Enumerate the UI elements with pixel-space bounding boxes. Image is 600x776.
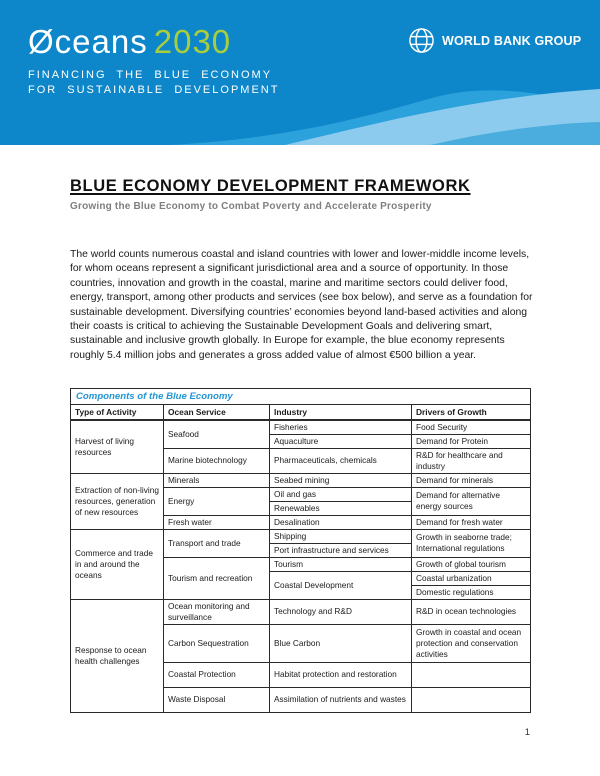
column-header-industry: Industry <box>269 404 412 421</box>
industry-cell: Habitat protection and restoration <box>269 661 412 688</box>
service-cell: Energy <box>163 486 270 516</box>
table-title: Components of the Blue Economy <box>69 388 532 406</box>
industry-cell: Port infrastructure and services <box>269 542 412 558</box>
table-row: Coastal Protection Habitat protection an… <box>71 661 532 688</box>
service-cell: Minerals <box>163 472 270 488</box>
driver-cell: Coastal urbanization <box>410 570 532 586</box>
industry-cell: Shipping <box>269 528 412 544</box>
globe-icon <box>409 28 434 53</box>
table-row: Waste Disposal Assimilation of nutrients… <box>71 686 532 713</box>
logo-word: Øceans <box>28 23 148 60</box>
oceans-2030-logo: Øceans 2030 FINANCING THE BLUE ECONOMY FO… <box>28 24 279 98</box>
body-paragraph: The world counts numerous coastal and is… <box>70 249 533 361</box>
service-cell: Ocean monitoring and surveillance <box>163 598 270 625</box>
table-title-row: Components of the Blue Economy <box>69 388 532 406</box>
blue-economy-table: Components of the Blue Economy Type of A… <box>69 388 532 713</box>
service-cell: Carbon Sequestration <box>163 623 270 663</box>
activity-cell: Extraction of non-living resources, gene… <box>70 472 164 530</box>
column-header-drivers-of-growth: Drivers of Growth <box>410 404 532 421</box>
driver-cell: Domestic regulations <box>410 584 532 600</box>
service-cell: Marine biotechnology <box>163 447 270 474</box>
world-bank-logo: WORLD BANK GROUP <box>408 27 581 54</box>
activity-cell: Commerce and trade in and around the oce… <box>70 528 164 600</box>
wave-graphic <box>170 89 600 145</box>
banner: Øceans 2030 FINANCING THE BLUE ECONOMY FO… <box>0 0 600 145</box>
industry-cell: Coastal Development <box>269 570 412 600</box>
industry-cell: Pharmaceuticals, chemicals <box>269 447 412 474</box>
logo-year: 2030 <box>153 23 232 60</box>
page-subtitle: Growing the Blue Economy to Combat Pover… <box>70 201 432 212</box>
industry-cell: Fisheries <box>269 419 412 435</box>
driver-cell: Growth of global tourism <box>410 556 532 572</box>
table-header-row: Type of Activity Ocean Service Industry … <box>70 404 532 421</box>
driver-cell: Food Security <box>410 419 532 435</box>
industry-cell: Technology and R&D <box>269 598 412 625</box>
page-number: 1 <box>524 726 530 738</box>
driver-cell <box>410 661 532 688</box>
table-row: Tourism and recreation Tourism Growth of… <box>71 556 532 600</box>
table-row: Extraction of non-living resources, gene… <box>70 472 532 530</box>
service-cell: Waste Disposal <box>163 686 270 713</box>
industry-cell: Aquaculture <box>269 433 412 449</box>
world-bank-label: WORLD BANK GROUP <box>442 33 582 48</box>
table-row: Commerce and trade in and around the oce… <box>70 528 532 600</box>
table-row: Response to ocean health challenges Ocea… <box>70 598 532 713</box>
industry-cell: Tourism <box>269 556 412 572</box>
industry-cell: Assimilation of nutrients and wastes <box>269 686 412 713</box>
table-row: Fresh water Desalination Demand for fres… <box>71 514 532 530</box>
banner-tagline: FINANCING THE BLUE ECONOMY FOR SUSTAINAB… <box>28 68 279 98</box>
column-header-ocean-service: Ocean Service <box>163 404 270 421</box>
service-cell: Transport and trade <box>163 528 270 558</box>
driver-cell: Growth in seaborne trade; International … <box>410 528 532 558</box>
driver-cell: Demand for Protein <box>410 433 532 449</box>
driver-cell: Demand for alternative energy sources <box>410 486 532 516</box>
page-title: BLUE ECONOMY DEVELOPMENT FRAMEWORK <box>70 177 471 195</box>
industry-cell: Desalination <box>269 514 412 530</box>
driver-cell: R&D for healthcare and industry <box>410 447 532 474</box>
logo-wordmark: Øceans 2030 <box>28 24 279 60</box>
column-header-type-of-activity: Type of Activity <box>70 404 164 421</box>
tagline-line-1: FINANCING THE BLUE ECONOMY <box>28 69 273 81</box>
industry-cell: Blue Carbon <box>269 623 412 663</box>
service-cell: Tourism and recreation <box>163 556 270 600</box>
industry-cell: Oil and gas <box>269 486 412 502</box>
table-row: Carbon Sequestration Blue Carbon Growth … <box>71 623 532 663</box>
table-row: Harvest of living resources Seafood Fish… <box>70 419 532 474</box>
driver-cell: R&D in ocean technologies <box>410 598 532 625</box>
driver-cell: Growth in coastal and ocean protection a… <box>410 623 532 663</box>
driver-cell: Demand for minerals <box>410 472 532 488</box>
service-cell: Coastal Protection <box>163 661 270 688</box>
service-cell: Seafood <box>163 419 270 449</box>
activity-cell: Response to ocean health challenges <box>70 598 164 713</box>
driver-cell: Demand for fresh water <box>410 514 532 530</box>
service-cell: Fresh water <box>163 514 270 530</box>
activity-cell: Harvest of living resources <box>70 419 164 474</box>
industry-cell: Seabed mining <box>269 472 412 488</box>
driver-cell <box>410 686 532 713</box>
article-content: BLUE ECONOMY DEVELOPMENT FRAMEWORK Growi… <box>0 177 600 713</box>
industry-cell: Renewables <box>269 500 412 516</box>
tagline-line-2: FOR SUSTAINABLE DEVELOPMENT <box>28 84 280 96</box>
